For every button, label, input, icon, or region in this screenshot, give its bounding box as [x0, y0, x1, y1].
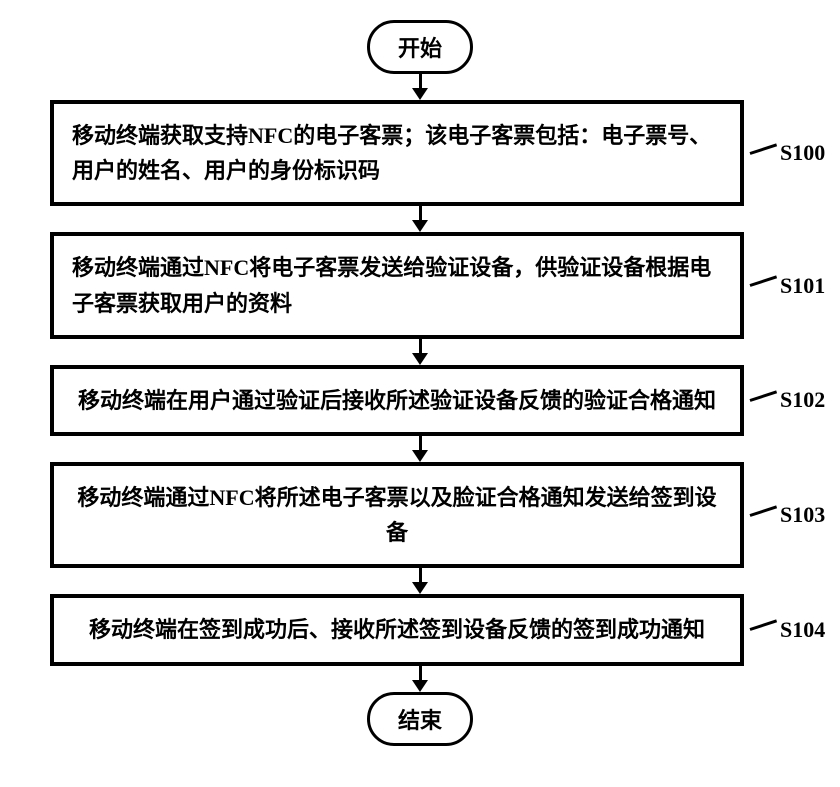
step-row-2: 移动终端在用户通过验证后接收所述验证设备反馈的验证合格通知 S102 [20, 365, 820, 436]
process-box: 移动终端获取支持NFC的电子客票；该电子客票包括：电子票号、用户的姓名、用户的身… [50, 100, 744, 206]
step-label: S101 [750, 273, 825, 299]
process-box: 移动终端通过NFC将所述电子客票以及脸证合格通知发送给签到设备 [50, 462, 744, 568]
process-box: 移动终端在用户通过验证后接收所述验证设备反馈的验证合格通知 [50, 365, 744, 436]
step-row-0: 移动终端获取支持NFC的电子客票；该电子客票包括：电子票号、用户的姓名、用户的身… [20, 100, 820, 206]
arrow [412, 568, 428, 594]
arrow [412, 666, 428, 692]
step-row-4: 移动终端在签到成功后、接收所述签到设备反馈的签到成功通知 S104 [20, 594, 820, 665]
step-label: S102 [750, 387, 825, 413]
step-label: S104 [750, 617, 825, 643]
step-row-3: 移动终端通过NFC将所述电子客票以及脸证合格通知发送给签到设备 S103 [20, 462, 820, 568]
arrow [412, 436, 428, 462]
arrow [412, 74, 428, 100]
end-terminator: 结束 [367, 692, 473, 746]
step-label: S103 [750, 502, 825, 528]
step-row-1: 移动终端通过NFC将电子客票发送给验证设备，供验证设备根据电子客票获取用户的资料… [20, 232, 820, 338]
process-box: 移动终端在签到成功后、接收所述签到设备反馈的签到成功通知 [50, 594, 744, 665]
start-terminator: 开始 [367, 20, 473, 74]
arrow [412, 206, 428, 232]
step-label: S100 [750, 140, 825, 166]
arrow [412, 339, 428, 365]
process-box: 移动终端通过NFC将电子客票发送给验证设备，供验证设备根据电子客票获取用户的资料 [50, 232, 744, 338]
flowchart-container: 开始 移动终端获取支持NFC的电子客票；该电子客票包括：电子票号、用户的姓名、用… [20, 20, 820, 746]
